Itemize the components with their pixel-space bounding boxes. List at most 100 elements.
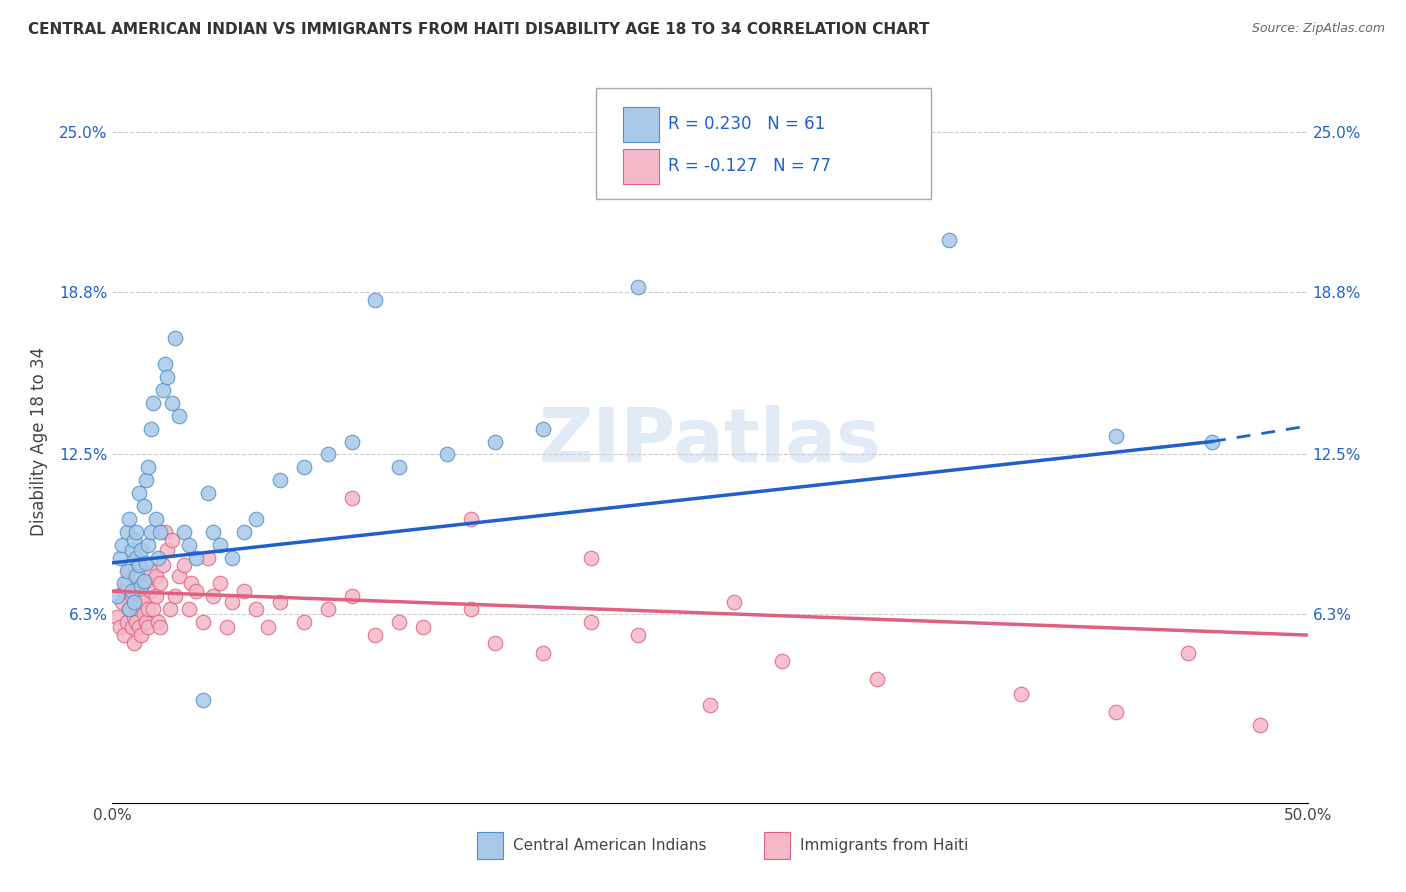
Text: Central American Indians: Central American Indians	[513, 838, 706, 853]
Point	[162, 533, 183, 547]
Point	[1177, 646, 1199, 660]
Point	[177, 602, 200, 616]
Point	[173, 524, 195, 539]
Point	[245, 602, 267, 616]
Point	[156, 542, 179, 557]
Point	[125, 550, 148, 565]
Text: Source: ZipAtlas.com: Source: ZipAtlas.com	[1251, 22, 1385, 36]
Point	[579, 615, 602, 630]
Point	[257, 620, 280, 634]
Point	[217, 620, 239, 634]
Point	[340, 434, 363, 449]
Point	[938, 233, 960, 247]
Point	[108, 620, 131, 634]
Point	[108, 550, 131, 565]
Point	[122, 594, 145, 608]
Point	[139, 584, 162, 599]
Point	[169, 568, 191, 582]
Point	[1105, 706, 1128, 720]
Text: ZIPatlas: ZIPatlas	[538, 405, 882, 478]
Point	[132, 607, 155, 622]
FancyBboxPatch shape	[623, 107, 658, 142]
Point	[156, 370, 179, 384]
Point	[135, 556, 157, 570]
FancyBboxPatch shape	[763, 831, 790, 859]
Point	[139, 564, 162, 578]
Point	[531, 422, 554, 436]
Point	[197, 486, 219, 500]
Point	[340, 491, 363, 506]
Point	[135, 574, 157, 588]
Point	[128, 602, 150, 616]
Point	[163, 331, 186, 345]
Point	[129, 579, 152, 593]
Point	[221, 550, 243, 565]
Point	[125, 599, 148, 614]
Point	[138, 620, 160, 634]
Point	[269, 473, 291, 487]
Point	[122, 636, 145, 650]
Point	[364, 628, 387, 642]
Point	[139, 422, 162, 436]
FancyBboxPatch shape	[623, 149, 658, 184]
Point	[412, 620, 434, 634]
Point	[129, 590, 152, 604]
Point	[105, 610, 128, 624]
Point	[121, 620, 143, 634]
Point	[121, 584, 143, 599]
Point	[114, 584, 135, 599]
FancyBboxPatch shape	[596, 87, 931, 200]
Point	[149, 524, 172, 539]
Point	[128, 486, 150, 500]
Point	[197, 550, 219, 565]
Point	[340, 590, 363, 604]
Point	[149, 576, 172, 591]
Point	[364, 293, 387, 307]
Point	[209, 538, 232, 552]
Point	[105, 590, 128, 604]
Point	[233, 524, 256, 539]
Point	[129, 542, 152, 557]
Point	[186, 550, 208, 565]
Point	[135, 473, 157, 487]
Point	[118, 564, 141, 578]
Point	[111, 594, 134, 608]
Point	[723, 594, 745, 608]
Point	[138, 460, 160, 475]
Point	[146, 550, 169, 565]
Point	[132, 499, 155, 513]
Point	[115, 615, 138, 630]
Point	[132, 574, 155, 588]
Point	[316, 447, 339, 461]
Text: Immigrants from Haiti: Immigrants from Haiti	[800, 838, 969, 853]
Point	[153, 357, 176, 371]
Point	[193, 692, 215, 706]
Point	[531, 646, 554, 660]
Point	[138, 538, 160, 552]
Point	[115, 564, 138, 578]
Point	[1201, 434, 1223, 449]
Point	[142, 602, 165, 616]
Point	[388, 615, 411, 630]
Y-axis label: Disability Age 18 to 34: Disability Age 18 to 34	[30, 347, 48, 536]
Point	[153, 524, 176, 539]
Point	[118, 512, 141, 526]
Point	[292, 615, 315, 630]
Point	[125, 568, 148, 582]
Point	[1105, 429, 1128, 443]
Point	[770, 145, 793, 160]
FancyBboxPatch shape	[477, 831, 503, 859]
Point	[149, 620, 172, 634]
Point	[627, 628, 650, 642]
Point	[699, 698, 721, 712]
Point	[145, 512, 167, 526]
Point	[115, 576, 138, 591]
Point	[484, 434, 506, 449]
Point	[118, 602, 141, 616]
Point	[152, 383, 174, 397]
Point	[186, 584, 208, 599]
Point	[139, 524, 162, 539]
Point	[145, 568, 167, 582]
Point	[436, 447, 458, 461]
Point	[159, 602, 181, 616]
